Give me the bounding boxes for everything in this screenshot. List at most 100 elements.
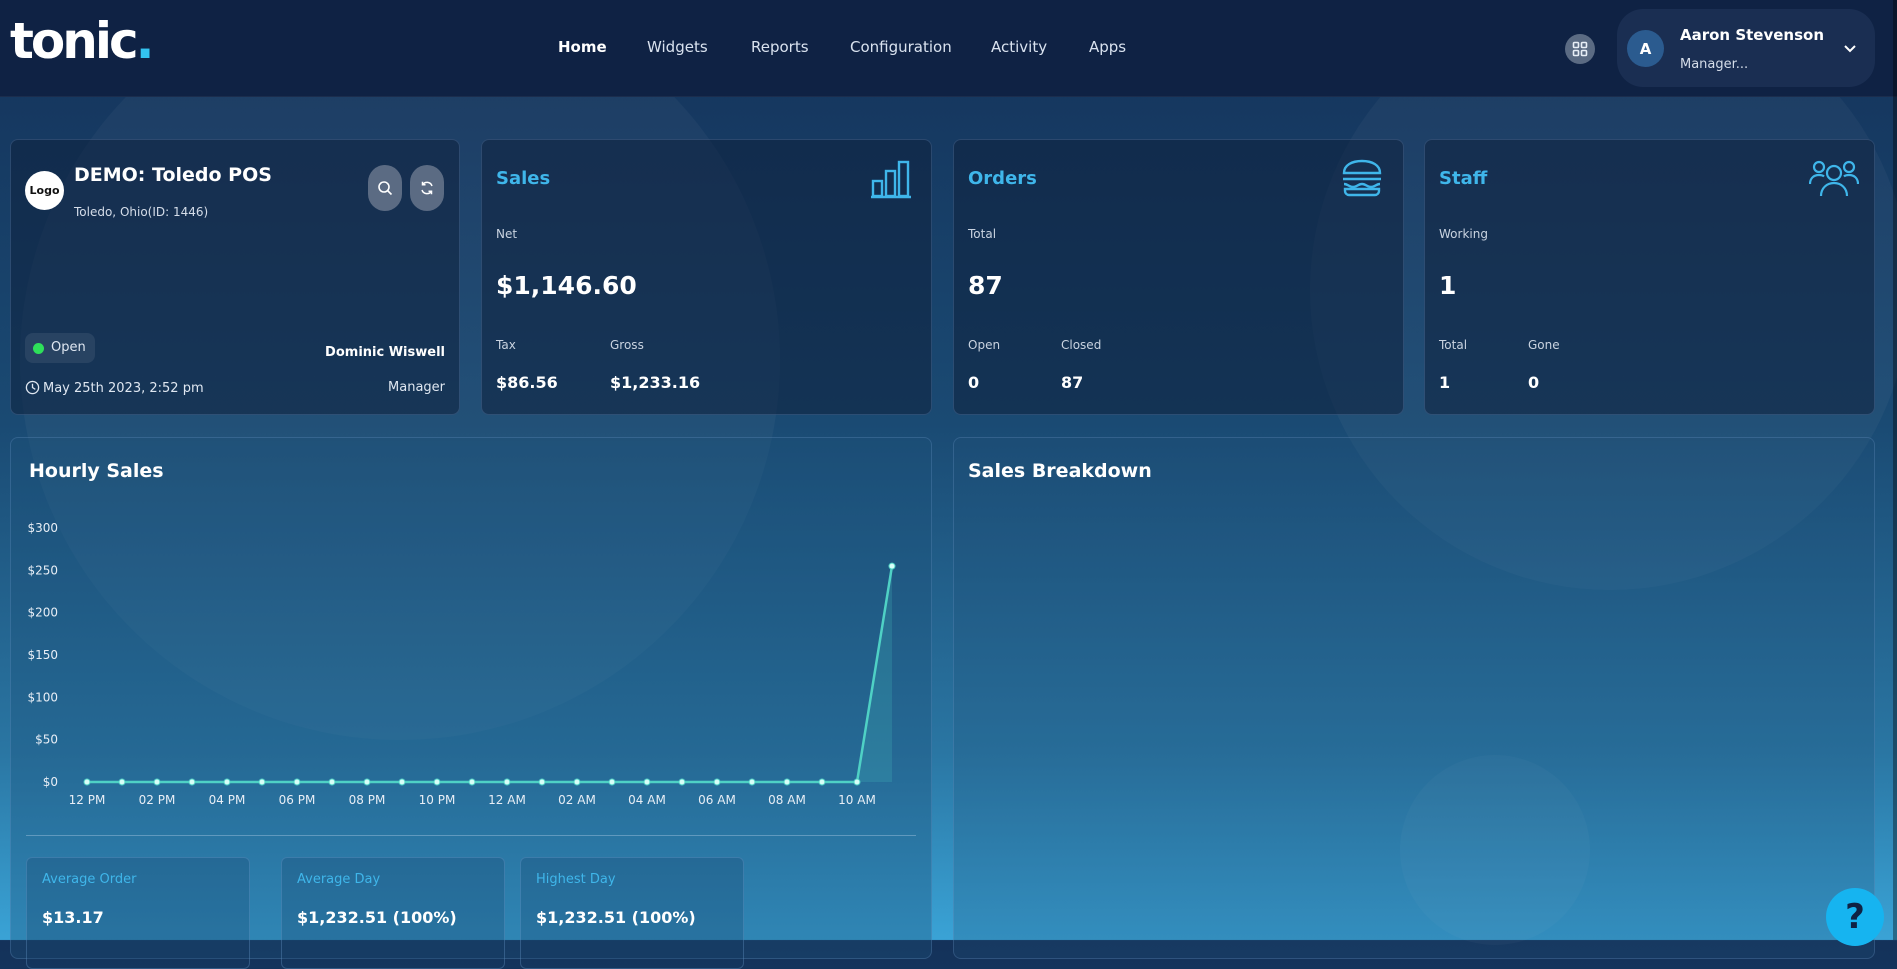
burger-icon: [1342, 159, 1382, 197]
data-point: [503, 778, 511, 786]
data-point: [748, 778, 756, 786]
store-card: Logo DEMO: Toledo POS Toledo, Ohio(ID: 1…: [10, 139, 460, 415]
data-point: [818, 778, 826, 786]
y-tick-label: $0: [43, 775, 58, 789]
stat-label: Highest Day: [536, 872, 616, 887]
staff-total-value: 1: [1439, 373, 1451, 392]
y-tick-label: $100: [27, 690, 58, 704]
chart-divider: [26, 835, 916, 836]
data-point: [398, 778, 406, 786]
x-tick-label: 12 PM: [69, 793, 106, 807]
user-menu[interactable]: A Aaron Stevenson Manager...: [1617, 9, 1875, 87]
orders-closed-value: 87: [1061, 373, 1084, 392]
data-point: [608, 778, 616, 786]
orders-closed-label: Closed: [1061, 338, 1102, 352]
staff-working-label: Working: [1439, 227, 1488, 241]
store-name: DEMO: Toledo POS: [74, 164, 272, 186]
help-button[interactable]: ?: [1826, 888, 1884, 946]
users-icon: [1809, 160, 1859, 197]
status-badge: Open: [25, 333, 95, 363]
hourly-sales-card: Hourly Sales $0 $50 $100 $150 $200 $250 $300 12…: [10, 437, 932, 969]
data-point: [433, 778, 441, 786]
orders-title: Orders: [968, 168, 1037, 189]
data-point: [83, 778, 91, 786]
store-logo: Logo: [25, 171, 64, 210]
status-dot: [33, 343, 44, 354]
avatar: A: [1627, 30, 1664, 67]
staff-working-value: 1: [1439, 271, 1457, 300]
manager-role: Manager: [388, 380, 445, 395]
nav-configuration[interactable]: Configuration: [850, 38, 952, 56]
sales-card[interactable]: Sales Net $1,146.60 Tax $86.56 Gross $1,…: [481, 139, 932, 415]
data-point: [713, 778, 721, 786]
y-tick-label: $200: [27, 606, 58, 620]
stat-value: $1,232.51 (100%): [536, 908, 696, 927]
data-point: [678, 778, 686, 786]
orders-open-value: 0: [968, 373, 980, 392]
bar-chart-icon: [871, 160, 911, 199]
tax-label: Tax: [496, 338, 516, 352]
y-tick-label: $50: [35, 733, 58, 747]
nav-widgets[interactable]: Widgets: [647, 38, 708, 56]
x-tick-label: 08 PM: [349, 793, 386, 807]
area-fill: [857, 566, 892, 782]
data-point: [888, 562, 896, 570]
nav-activity[interactable]: Activity: [991, 38, 1048, 56]
nav-reports[interactable]: Reports: [751, 38, 809, 56]
series-line: [87, 565, 894, 784]
staff-total-label: Total: [1439, 338, 1468, 352]
data-point: [643, 778, 651, 786]
staff-gone-label: Gone: [1528, 338, 1560, 352]
data-point: [258, 778, 266, 786]
stat-average-order: Average Order $13.17: [26, 857, 250, 969]
stat-value: $13.17: [42, 908, 104, 927]
tonic-logo[interactable]: tonic.: [10, 12, 155, 70]
data-point: [293, 778, 301, 786]
orders-total-label: Total: [968, 227, 997, 241]
stat-average-day: Average Day $1,232.51 (100%): [281, 857, 505, 969]
hourly-sales-title: Hourly Sales: [29, 460, 164, 482]
top-navigation-bar: tonic. Home Widgets Reports Configuratio…: [0, 0, 1897, 97]
user-name: Aaron Stevenson: [1680, 26, 1825, 44]
manager-name: Dominic Wiswell: [325, 345, 445, 360]
data-point: [783, 778, 791, 786]
sales-breakdown-card: Sales Breakdown: [953, 437, 1875, 959]
orders-open-label: Open: [968, 338, 1001, 352]
orders-card[interactable]: Orders Total 87 Open 0 Closed 87: [953, 139, 1404, 415]
staff-title: Staff: [1439, 168, 1488, 189]
store-location: Toledo, Ohio(ID: 1446): [74, 205, 209, 219]
x-tick-label: 04 PM: [209, 793, 246, 807]
y-tick-label: $300: [27, 521, 58, 535]
gross-label: Gross: [610, 338, 644, 352]
scrollbar[interactable]: [1893, 0, 1897, 940]
stat-label: Average Day: [297, 872, 381, 887]
x-tick-label: 06 AM: [698, 793, 736, 807]
y-tick-label: $150: [27, 648, 58, 662]
data-point: [188, 778, 196, 786]
stat-highest-day: Highest Day $1,232.51 (100%): [520, 857, 744, 969]
x-tick-label: 10 AM: [838, 793, 876, 807]
clock-icon: [25, 380, 40, 395]
x-tick-label: 10 PM: [419, 793, 456, 807]
gross-value: $1,233.16: [610, 373, 701, 392]
date-time: May 25th 2023, 2:52 pm: [25, 380, 204, 396]
orders-total-value: 87: [968, 271, 1003, 300]
refresh-icon: [421, 181, 433, 195]
nav-apps[interactable]: Apps: [1089, 38, 1127, 56]
hourly-sales-chart: $0 $50 $100 $150 $200 $250 $300 12 PM 02 PM 04 PM…: [27, 521, 896, 807]
sales-title: Sales: [496, 168, 551, 189]
search-button[interactable]: [368, 165, 402, 211]
chevron-down-icon[interactable]: [1839, 37, 1861, 59]
status-text: Open: [51, 340, 86, 355]
x-tick-label: 08 AM: [768, 793, 806, 807]
nav-home[interactable]: Home: [558, 38, 607, 56]
tax-value: $86.56: [496, 373, 558, 392]
staff-card[interactable]: Staff Working 1 Total 1 Gone 0: [1424, 139, 1875, 415]
refresh-button[interactable]: [410, 165, 444, 211]
user-role: Manager...: [1680, 57, 1749, 72]
data-point: [468, 778, 476, 786]
x-tick-label: 04 AM: [628, 793, 666, 807]
x-tick-label: 12 AM: [488, 793, 526, 807]
app-grid-button[interactable]: [1565, 34, 1595, 64]
data-point: [153, 778, 161, 786]
